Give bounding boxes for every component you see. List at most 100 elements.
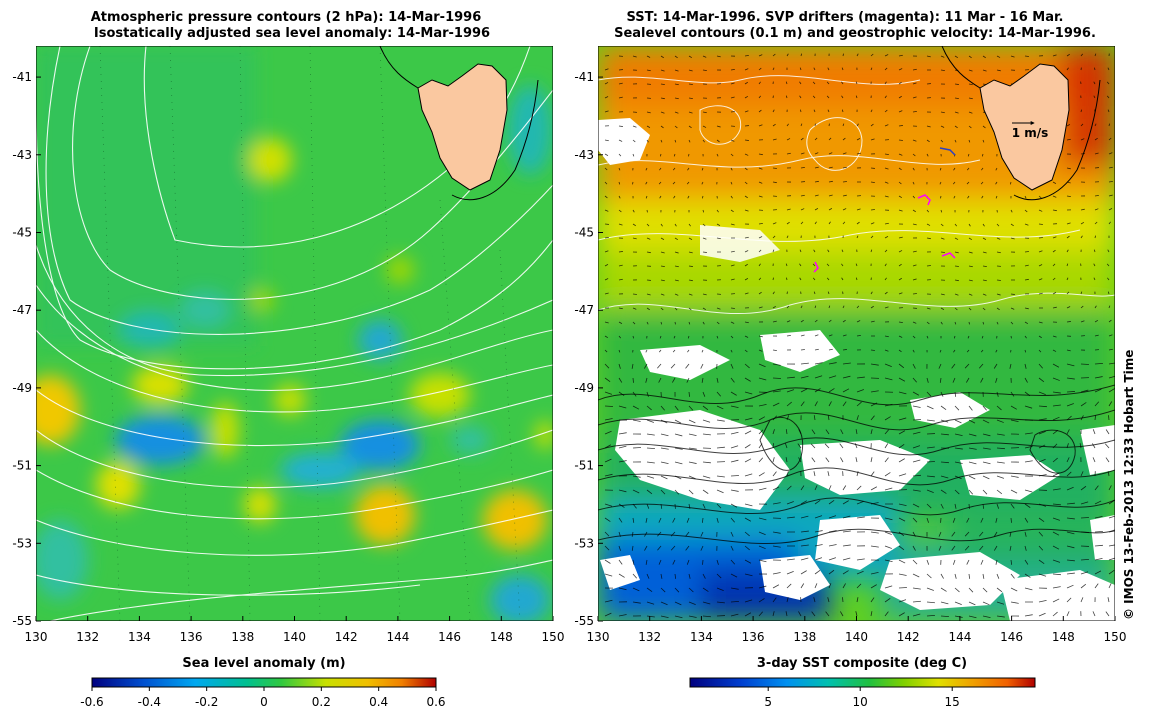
- velocity-vector: [744, 417, 753, 421]
- velocity-vector: [982, 69, 987, 72]
- velocity-vector: [993, 545, 998, 551]
- velocity-vector: [814, 544, 823, 547]
- velocity-vector: [940, 433, 949, 436]
- velocity-vector: [856, 558, 865, 561]
- velocity-vector: [1066, 502, 1075, 505]
- velocity-vector: [1024, 278, 1029, 281]
- velocity-vector: [982, 503, 985, 509]
- velocity-vector: [1052, 559, 1061, 563]
- velocity-vector: [687, 335, 690, 339]
- velocity-vector: [800, 123, 803, 127]
- velocity-vector: [842, 221, 846, 225]
- velocity-vector: [940, 195, 942, 199]
- velocity-vector: [827, 471, 830, 477]
- velocity-vector: [952, 517, 956, 523]
- velocity-vector: [1052, 195, 1057, 198]
- velocity-vector: [730, 363, 734, 369]
- velocity-vector: [842, 53, 844, 57]
- velocity-vector: [730, 223, 735, 226]
- velocity-vector: [926, 489, 934, 493]
- velocity-vector: [898, 195, 903, 199]
- velocity-vector: [688, 111, 693, 114]
- velocity-vector: [1052, 443, 1058, 449]
- colorbar-tick-label: 0.4: [369, 695, 388, 709]
- velocity-vector: [884, 335, 889, 338]
- velocity-vector: [730, 68, 735, 71]
- velocity-vector: [1094, 208, 1099, 211]
- velocity-vector: [1010, 237, 1015, 240]
- velocity-vector: [686, 377, 690, 383]
- velocity-vector: [982, 265, 987, 268]
- velocity-vector: [898, 167, 902, 171]
- velocity-vector: [618, 377, 623, 383]
- velocity-vector: [1038, 363, 1043, 369]
- velocity-vector: [870, 611, 873, 617]
- velocity-vector: [632, 573, 638, 579]
- velocity-vector: [968, 251, 973, 254]
- velocity-vector: [1080, 571, 1089, 575]
- velocity-vector: [604, 444, 612, 449]
- velocity-vector: [926, 461, 935, 463]
- velocity-vector: [884, 416, 891, 421]
- velocity-vector: [688, 489, 694, 495]
- velocity-vector: [673, 153, 676, 157]
- velocity-vector: [646, 237, 651, 240]
- velocity-vector: [688, 125, 692, 129]
- velocity-vector: [968, 433, 977, 437]
- velocity-vector: [1094, 235, 1096, 239]
- velocity-vector: [1038, 195, 1042, 199]
- velocity-vector: [1024, 349, 1027, 353]
- velocity-vector: [1010, 405, 1017, 410]
- velocity-vector: [870, 471, 875, 477]
- velocity-vector: [814, 305, 817, 309]
- velocity-vector: [1052, 349, 1057, 352]
- velocity-vector: [980, 377, 984, 383]
- velocity-vector: [870, 53, 874, 57]
- colorbar-tick-label: 15: [945, 695, 960, 709]
- velocity-vector: [730, 195, 733, 199]
- velocity-vector: [870, 502, 879, 505]
- velocity-vector: [785, 611, 788, 617]
- velocity-vector: [1094, 221, 1098, 225]
- velocity-vector: [604, 391, 613, 395]
- velocity-vector: [786, 208, 791, 211]
- velocity-vector: [1052, 586, 1061, 589]
- velocity-vector: [646, 405, 652, 411]
- velocity-vector: [660, 405, 665, 411]
- velocity-vector: [744, 81, 748, 85]
- velocity-vector: [688, 405, 694, 411]
- velocity-vector: [785, 81, 788, 85]
- velocity-vector: [855, 95, 858, 99]
- velocity-vector: [716, 125, 721, 128]
- velocity-vector: [758, 277, 762, 281]
- velocity-vector: [772, 415, 778, 421]
- velocity-vector: [772, 572, 781, 575]
- velocity-vector: [1052, 335, 1057, 338]
- velocity-vector: [632, 405, 640, 410]
- colorbar-tick-label: 10: [853, 695, 868, 709]
- velocity-vector: [1107, 67, 1110, 71]
- velocity-vector: [730, 531, 734, 537]
- right-lon-tick-label: 140: [845, 630, 868, 644]
- velocity-vector: [940, 125, 945, 128]
- velocity-vector: [1024, 405, 1033, 409]
- velocity-vector: [1009, 363, 1012, 369]
- velocity-vector: [884, 487, 893, 491]
- left-title-line2: Isostatically adjusted sea level anomaly…: [94, 26, 490, 41]
- velocity-vector: [814, 152, 819, 155]
- velocity-vector: [772, 320, 777, 323]
- velocity-vector: [967, 195, 970, 199]
- velocity-vector: [954, 461, 963, 464]
- velocity-vector: [856, 597, 859, 603]
- velocity-vector: [772, 486, 780, 491]
- velocity-vector: [688, 503, 691, 509]
- velocity-vector: [800, 152, 805, 155]
- velocity-vector: [604, 377, 611, 383]
- velocity-vector: [1066, 584, 1074, 589]
- velocity-vector: [688, 587, 694, 593]
- velocity-vector: [1080, 471, 1084, 477]
- velocity-vector: [702, 237, 707, 240]
- velocity-vector: [953, 167, 956, 171]
- velocity-vector: [645, 195, 648, 199]
- velocity-vector: [786, 389, 795, 393]
